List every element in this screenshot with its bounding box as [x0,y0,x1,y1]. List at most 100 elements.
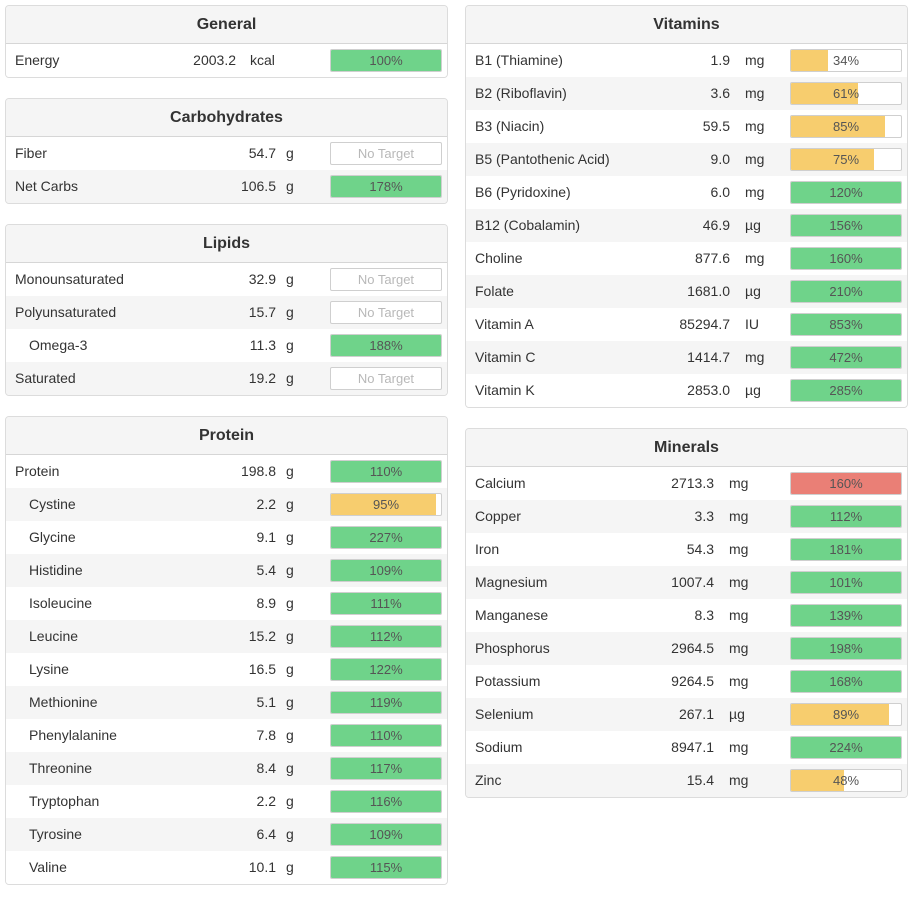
nutrient-unit: g [286,760,294,776]
target-percent-label: 100% [369,53,403,68]
nutrient-name: Magnesium [475,574,548,590]
target-percent-label: 210% [829,284,863,299]
target-progress-fill [331,758,441,779]
target-percent-label: No Target [357,146,415,161]
target-progress-bar: 120% [790,181,902,204]
lipids-panel-title: Lipids [6,225,447,263]
target-progress-bar: 156% [790,214,902,237]
nutrient-unit: g [286,694,294,710]
nutrient-amount: 6.4 [256,826,276,842]
nutrient-unit: g [286,496,294,512]
target-progress-fill [791,314,901,335]
target-progress-fill [331,857,441,878]
target-percent-label: 853% [829,317,863,332]
nutrient-amount: 8947.1 [671,739,714,755]
nutrient-amount: 15.4 [686,772,714,788]
nutrient-name: Energy [15,52,60,68]
nutrient-unit: µg [745,283,761,299]
target-percent-label: 116% [369,794,403,809]
nutrient-name: Saturated [15,370,76,386]
left-column: General Energy 2003.2 kcal 100% Carbohydrates… [5,5,448,905]
nutrient-row-potassium: Potassium 9264.5 mg 168% [466,665,907,698]
target-progress-bar: 75% [790,148,902,171]
target-progress-fill [791,50,829,71]
target-progress-fill [791,638,901,659]
target-progress-fill [331,725,441,746]
nutrient-name: Omega-3 [29,337,88,353]
nutrient-row-calcium: Calcium 2713.3 mg 160% [466,467,907,500]
nutrient-name: Phenylalanine [29,727,117,743]
target-percent-label: 472% [829,350,863,365]
target-progress-fill [791,116,885,137]
target-percent-label: 160% [829,476,863,491]
lipids-panel: Lipids Monounsaturated 32.9 g No Target Polyu… [5,224,448,396]
nutrient-unit: mg [729,541,749,557]
nutrient-unit: kcal [250,52,275,68]
nutrient-amount: 1681.0 [687,283,730,299]
nutrient-row-choline: Choline 877.6 mg 160% [466,242,907,275]
nutrient-name: Polyunsaturated [15,304,117,320]
target-progress-bar: 210% [790,280,902,303]
target-percent-label: 109% [369,563,403,578]
nutrient-amount: 19.2 [248,370,276,386]
target-progress-bar: 188% [330,334,442,357]
nutrient-name: B3 (Niacin) [475,118,545,134]
nutrient-row-phenylalanine: Phenylalanine 7.8 g 110% [6,719,447,752]
nutrient-unit: g [286,562,294,578]
nutrient-unit: mg [729,772,749,788]
target-percent-label: 34% [832,53,860,68]
nutrient-row-vitamin-k: Vitamin K 2853.0 µg 285% [466,374,907,407]
nutrient-name: Zinc [475,772,502,788]
vitamins-panel: Vitamins B1 (Thiamine) 1.9 mg 34% B2 (Ribofla… [465,5,908,408]
nutrient-amount: 5.1 [256,694,276,710]
target-progress-bar: 116% [330,790,442,813]
target-percent-label: 156% [829,218,863,233]
nutrient-name: Net Carbs [15,178,79,194]
target-progress-bar: 117% [330,757,442,780]
target-progress-bar: No Target [330,367,442,390]
nutrient-row-valine: Valine 10.1 g 115% [6,851,447,884]
nutrient-amount: 2.2 [256,496,276,512]
nutrient-unit: mg [745,349,765,365]
nutrient-name: Choline [475,250,523,266]
nutrient-amount: 8.3 [694,607,714,623]
nutrient-row-selenium: Selenium 267.1 µg 89% [466,698,907,731]
nutrient-unit: g [286,145,294,161]
nutrient-name: Tyrosine [29,826,82,842]
target-progress-fill [791,473,901,494]
nutrient-row-tryptophan: Tryptophan 2.2 g 116% [6,785,447,818]
protein-panel: Protein Protein 198.8 g 110% Cystine 2.2 g 95% Gl… [5,416,448,885]
nutrient-amount: 15.7 [248,304,276,320]
general-panel: General Energy 2003.2 kcal 100% [5,5,448,78]
target-progress-fill [791,572,901,593]
nutrient-name: Isoleucine [29,595,93,611]
nutrient-name: Protein [15,463,60,479]
target-progress-fill [331,659,441,680]
target-progress-fill [791,770,844,791]
nutrient-amount: 2.2 [256,793,276,809]
nutrient-row-magnesium: Magnesium 1007.4 mg 101% [466,566,907,599]
target-percent-label: 120% [829,185,863,200]
target-progress-fill [331,824,441,845]
target-progress-bar: 61% [790,82,902,105]
nutrient-unit: mg [745,85,765,101]
target-progress-bar: 110% [330,724,442,747]
target-progress-bar: No Target [330,142,442,165]
target-progress-bar: 115% [330,856,442,879]
target-progress-fill [791,506,901,527]
nutrient-amount: 10.1 [248,859,276,875]
nutrient-amount: 59.5 [702,118,730,134]
nutrient-amount: 9.0 [710,151,730,167]
nutrient-row-iron: Iron 54.3 mg 181% [466,533,907,566]
target-percent-label: 110% [369,464,403,479]
nutrient-amount: 3.3 [694,508,714,524]
target-percent-label: 61% [832,86,860,101]
target-percent-label: 139% [829,608,863,623]
nutrient-amount: 2713.3 [671,475,714,491]
minerals-panel: Minerals Calcium 2713.3 mg 160% Copper 3.3 mg 11… [465,428,908,798]
target-percent-label: 89% [832,707,860,722]
nutrient-row-monounsaturated: Monounsaturated 32.9 g No Target [6,263,447,296]
nutrient-row-copper: Copper 3.3 mg 112% [466,500,907,533]
target-progress-fill [791,671,901,692]
target-progress-fill [331,560,441,581]
